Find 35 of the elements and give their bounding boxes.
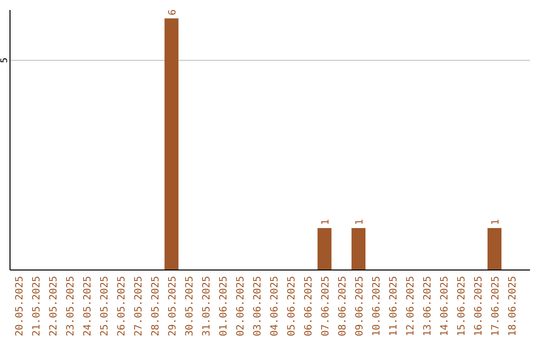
x-tick-label: 13.06.2025: [422, 276, 434, 336]
x-tick-label: 06.06.2025: [304, 276, 314, 336]
y-tick-label: 5: [0, 58, 10, 64]
x-tick-label: 08.06.2025: [338, 276, 348, 336]
x-tick-label: 02.06.2025: [236, 276, 246, 336]
x-tick-label: 30.05.2025: [184, 276, 196, 336]
x-tick-label: 31.05.2025: [202, 276, 212, 336]
x-tick-label: 21.05.2025: [32, 276, 42, 336]
x-tick-label: 16.06.2025: [474, 276, 484, 336]
data-label: 1: [490, 219, 502, 226]
x-tick-label: 22.05.2025: [48, 276, 60, 336]
data-label: 6: [168, 9, 178, 16]
x-tick-label: 12.06.2025: [406, 276, 416, 336]
x-tick-label: 09.06.2025: [354, 276, 366, 336]
x-tick-label: 18.06.2025: [508, 276, 518, 336]
x-tick-label: 28.05.2025: [150, 276, 162, 336]
x-tick-label: 11.06.2025: [388, 276, 400, 336]
x-tick-label: 23.05.2025: [66, 276, 76, 336]
x-tick-label: 03.06.2025: [252, 276, 264, 336]
x-tick-label: 26.05.2025: [116, 276, 128, 336]
x-tick-label: 24.05.2025: [82, 276, 94, 336]
x-tick-label: 07.06.2025: [320, 276, 332, 336]
x-tick-label: 14.06.2025: [440, 276, 450, 336]
data-label: 1: [320, 219, 332, 226]
x-tick-label: 29.05.2025: [168, 276, 178, 336]
x-tick-label: 10.06.2025: [372, 276, 382, 336]
data-label: 1: [354, 219, 366, 226]
x-tick-label: 27.05.2025: [134, 276, 144, 336]
x-tick-label: 01.06.2025: [218, 276, 230, 336]
x-tick-label: 05.06.2025: [286, 276, 298, 336]
x-tick-label: 17.06.2025: [490, 276, 502, 336]
x-tick-label: 15.06.2025: [456, 276, 468, 336]
x-tick-label: 04.06.2025: [270, 276, 280, 336]
x-tick-label: 20.05.2025: [14, 276, 26, 336]
x-tick-label: 25.05.2025: [100, 276, 110, 336]
